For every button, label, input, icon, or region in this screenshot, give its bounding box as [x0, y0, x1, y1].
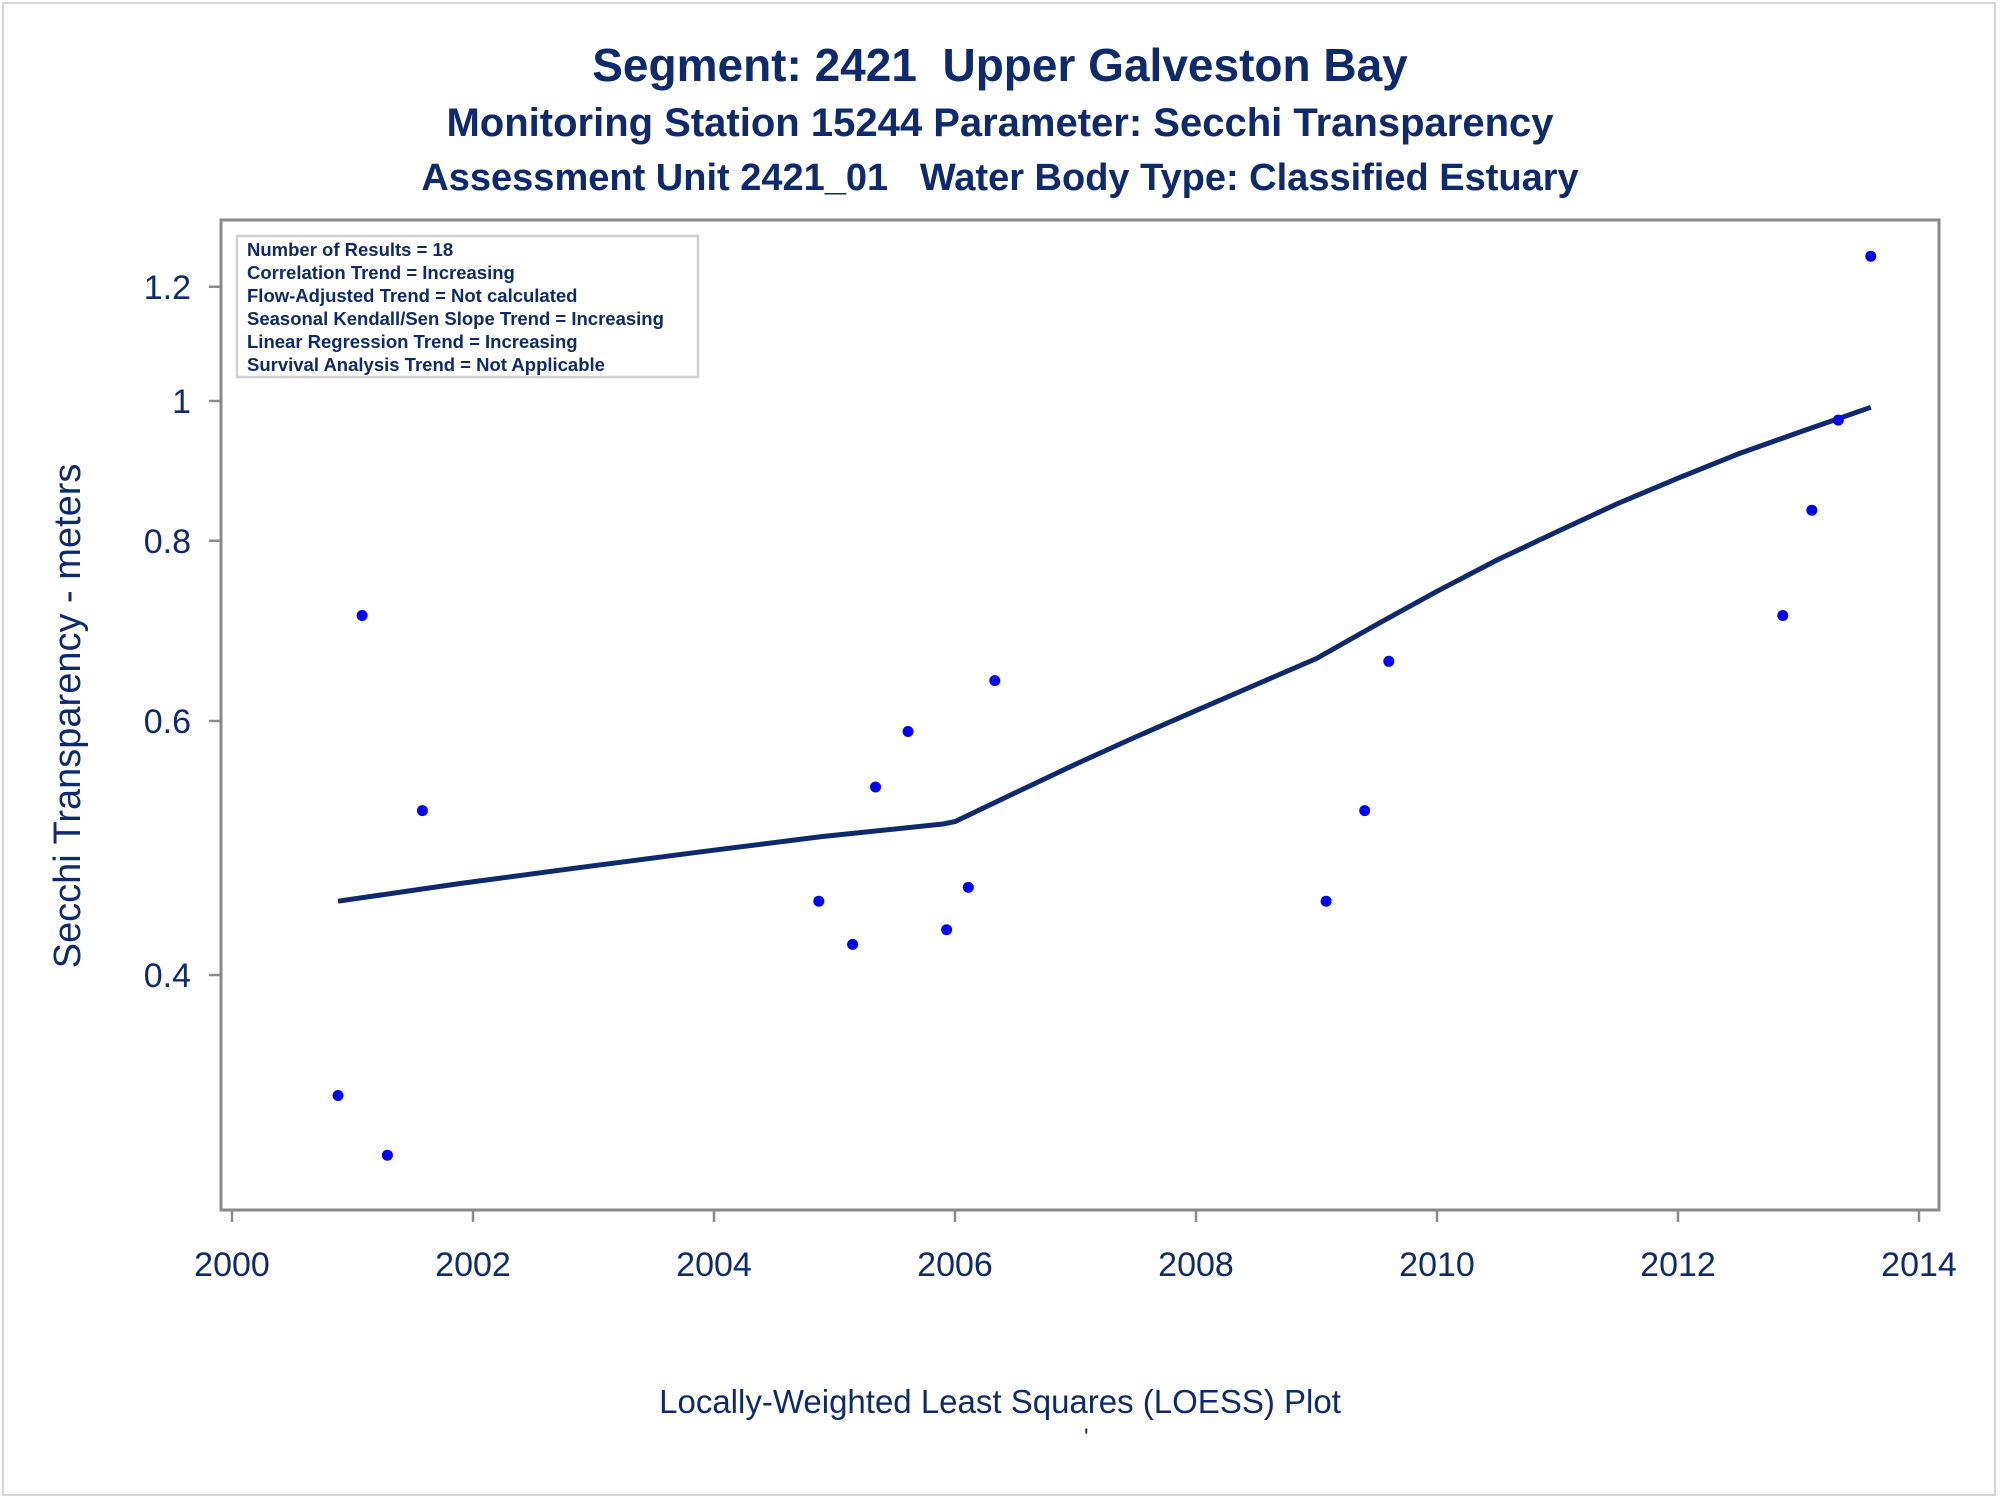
x-tick-label-2006: 2006	[917, 1246, 993, 1284]
data-point-6	[847, 938, 859, 950]
info-line-4: Seasonal Kendall/Sen Slope Trend = Incre…	[247, 308, 664, 329]
data-point-16	[1806, 504, 1818, 516]
data-point-10	[962, 881, 974, 893]
chart-title: Segment: 2421 Upper Galveston Bay	[592, 39, 1408, 91]
x-tick-label-2000: 2000	[194, 1246, 270, 1284]
x-tick-label-2008: 2008	[1158, 1246, 1234, 1284]
data-point-13	[1359, 805, 1371, 817]
chart-subtitle-2: Assessment Unit 2421_01 Water Body Type:…	[421, 157, 1579, 199]
x-tick-label-2012: 2012	[1640, 1246, 1716, 1284]
data-point-12	[1320, 895, 1332, 907]
y-axis-label: Secchi Transparency - meters	[47, 464, 89, 969]
data-point-1	[332, 1090, 344, 1101]
info-box-frame	[235, 234, 700, 379]
data-point-15	[1777, 610, 1789, 621]
y-tick-label-1.2: 1.2	[144, 269, 191, 307]
x-axis-label: Locally-Weighted Least Squares (LOESS) P…	[659, 1383, 1341, 1420]
y-axis: 0.4 0.6 0.8 1 1.2	[144, 269, 221, 995]
y-tick-label-0.6: 0.6	[144, 703, 191, 741]
info-line-6: Survival Analysis Trend = Not Applicable	[247, 354, 605, 375]
loess-trend-line	[337, 404, 1872, 904]
plot-area-frame	[219, 218, 1941, 1212]
x-tick-label-2002: 2002	[435, 1246, 511, 1284]
y-tick-label-0.4: 0.4	[144, 957, 191, 995]
chart-subtitle: Monitoring Station 15244 Parameter: Secc…	[446, 101, 1554, 145]
loess-line-layer	[337, 404, 1872, 904]
data-point-4	[416, 805, 428, 817]
data-point-5	[813, 895, 825, 907]
info-line-5: Linear Regression Trend = Increasing	[247, 331, 578, 352]
data-points-layer	[332, 250, 1877, 1161]
y-tick-label-1: 1	[172, 383, 191, 421]
x-tick-label-2010: 2010	[1399, 1246, 1475, 1284]
data-point-2	[356, 610, 368, 621]
info-line-3: Flow-Adjusted Trend = Not calculated	[247, 285, 577, 306]
data-point-17	[1832, 414, 1844, 426]
data-point-9	[941, 924, 953, 936]
data-point-8	[902, 726, 914, 737]
info-line-2: Correlation Trend = Increasing	[247, 262, 515, 283]
x-axis: 2000 2002 2004 2006 2008 2010 2012 2014	[194, 1210, 1957, 1284]
info-line-1: Number of Results = 18	[247, 239, 453, 260]
data-point-18	[1865, 250, 1877, 262]
data-point-11	[989, 675, 1001, 687]
y-tick-label-0.8: 0.8	[144, 523, 191, 561]
data-point-3	[381, 1149, 393, 1161]
data-point-14	[1383, 655, 1395, 667]
x-tick-label-2014: 2014	[1881, 1246, 1957, 1284]
x-tick-label-2004: 2004	[676, 1246, 752, 1284]
data-point-7	[870, 781, 881, 793]
footnote-mark: '	[1084, 1424, 1089, 1451]
